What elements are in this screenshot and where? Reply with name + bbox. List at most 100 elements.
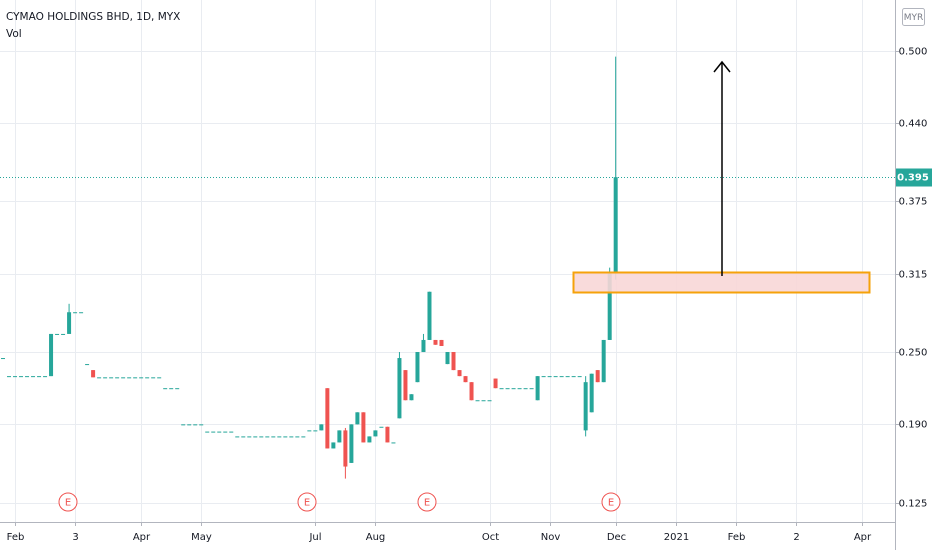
candle-body	[265, 436, 270, 438]
candle-body	[187, 424, 192, 426]
grid	[0, 0, 895, 522]
candle-body	[523, 388, 528, 390]
candle-body	[121, 377, 126, 379]
event-marker-label: E	[424, 498, 430, 509]
candle-body	[553, 376, 558, 378]
candle-body	[31, 376, 36, 378]
volume-label: Vol	[6, 28, 22, 40]
candle-body	[151, 377, 156, 379]
candles	[0, 56, 895, 479]
candle-body	[409, 394, 414, 401]
event-marker[interactable]	[297, 492, 317, 512]
candle-body	[613, 177, 618, 274]
candle-body	[271, 436, 276, 438]
candle-body	[367, 436, 372, 443]
candle-body	[541, 376, 546, 378]
candle-body	[391, 442, 396, 444]
candle-body	[457, 370, 462, 377]
candle-body	[43, 376, 48, 378]
candle-body	[253, 436, 258, 438]
candle-body	[211, 431, 216, 433]
candle-body	[295, 436, 300, 438]
candle-body	[13, 376, 18, 378]
x-tick-label: May	[191, 532, 212, 543]
candle-body	[565, 376, 570, 378]
arrow-head[interactable]	[713, 60, 731, 73]
candle-body	[583, 382, 588, 431]
candle-body	[595, 370, 600, 383]
candle-body	[91, 370, 96, 378]
candle-body	[289, 436, 294, 438]
candle-body	[319, 424, 324, 431]
candle-body	[373, 430, 378, 437]
candle-body	[241, 436, 246, 438]
candle-body	[445, 352, 450, 365]
x-tick-label: Feb	[728, 532, 746, 543]
candle-body	[223, 431, 228, 433]
candle-body	[433, 339, 438, 345]
candle-body	[37, 376, 42, 378]
candle-body	[193, 424, 198, 426]
candle-body	[169, 388, 174, 390]
candle-body	[349, 424, 354, 463]
candle-body	[181, 424, 186, 426]
candle-body	[427, 291, 432, 340]
candle-body	[451, 352, 456, 371]
candle-body	[97, 377, 102, 379]
x-tick-label: Dec	[607, 532, 626, 543]
x-tick-label: 2	[793, 532, 799, 543]
candle-body	[103, 377, 108, 379]
candle-body	[235, 436, 240, 438]
candle-body	[535, 376, 540, 401]
candle-body	[133, 377, 138, 379]
y-tick-label: 0.375	[899, 197, 928, 208]
candle-body	[325, 388, 330, 449]
candle-body	[307, 430, 312, 432]
x-tick-label: Feb	[7, 532, 25, 543]
candle-body	[547, 376, 552, 378]
candle-body	[67, 312, 72, 334]
candle-body	[607, 273, 612, 340]
candle-body	[19, 376, 24, 378]
candle-body	[157, 377, 162, 379]
candle-body	[379, 426, 384, 428]
candle-body	[73, 312, 78, 314]
event-marker[interactable]	[417, 492, 437, 512]
candle-body	[589, 373, 594, 413]
event-marker-label: E	[608, 498, 614, 509]
candle-body	[1, 358, 6, 360]
y-tick-label: 0.500	[899, 47, 928, 58]
last-price-label: 0.395	[897, 173, 929, 184]
candle-body	[199, 424, 204, 426]
candle-body	[601, 339, 606, 383]
currency-box[interactable]	[902, 8, 925, 26]
candle-body	[79, 312, 84, 314]
y-tick-label: 0.190	[899, 420, 928, 431]
candle-body	[205, 431, 210, 433]
candle-body	[115, 377, 120, 379]
candle-body	[259, 436, 264, 438]
event-marker[interactable]	[58, 492, 78, 512]
candle-body	[7, 376, 12, 378]
candle-body	[247, 436, 252, 438]
x-tick-label: Nov	[541, 532, 561, 543]
candle-body	[139, 377, 144, 379]
candle-body	[55, 333, 60, 335]
x-tick-label: Aug	[366, 532, 386, 543]
candle-body	[217, 431, 222, 433]
candle-body	[493, 378, 498, 389]
x-tick-label: Jul	[308, 532, 321, 543]
candle-body	[505, 388, 510, 390]
candle-body	[229, 431, 234, 433]
x-tick-label: Apr	[133, 532, 151, 543]
candle-body	[439, 339, 444, 346]
candle-body	[61, 333, 66, 335]
candle-body	[529, 388, 534, 390]
event-marker[interactable]	[601, 492, 621, 512]
candle-body	[109, 377, 114, 379]
y-tick-label: 0.315	[899, 270, 928, 281]
candle-body	[415, 352, 420, 383]
candle-body	[499, 388, 504, 390]
y-tick-label: 0.440	[899, 119, 928, 130]
